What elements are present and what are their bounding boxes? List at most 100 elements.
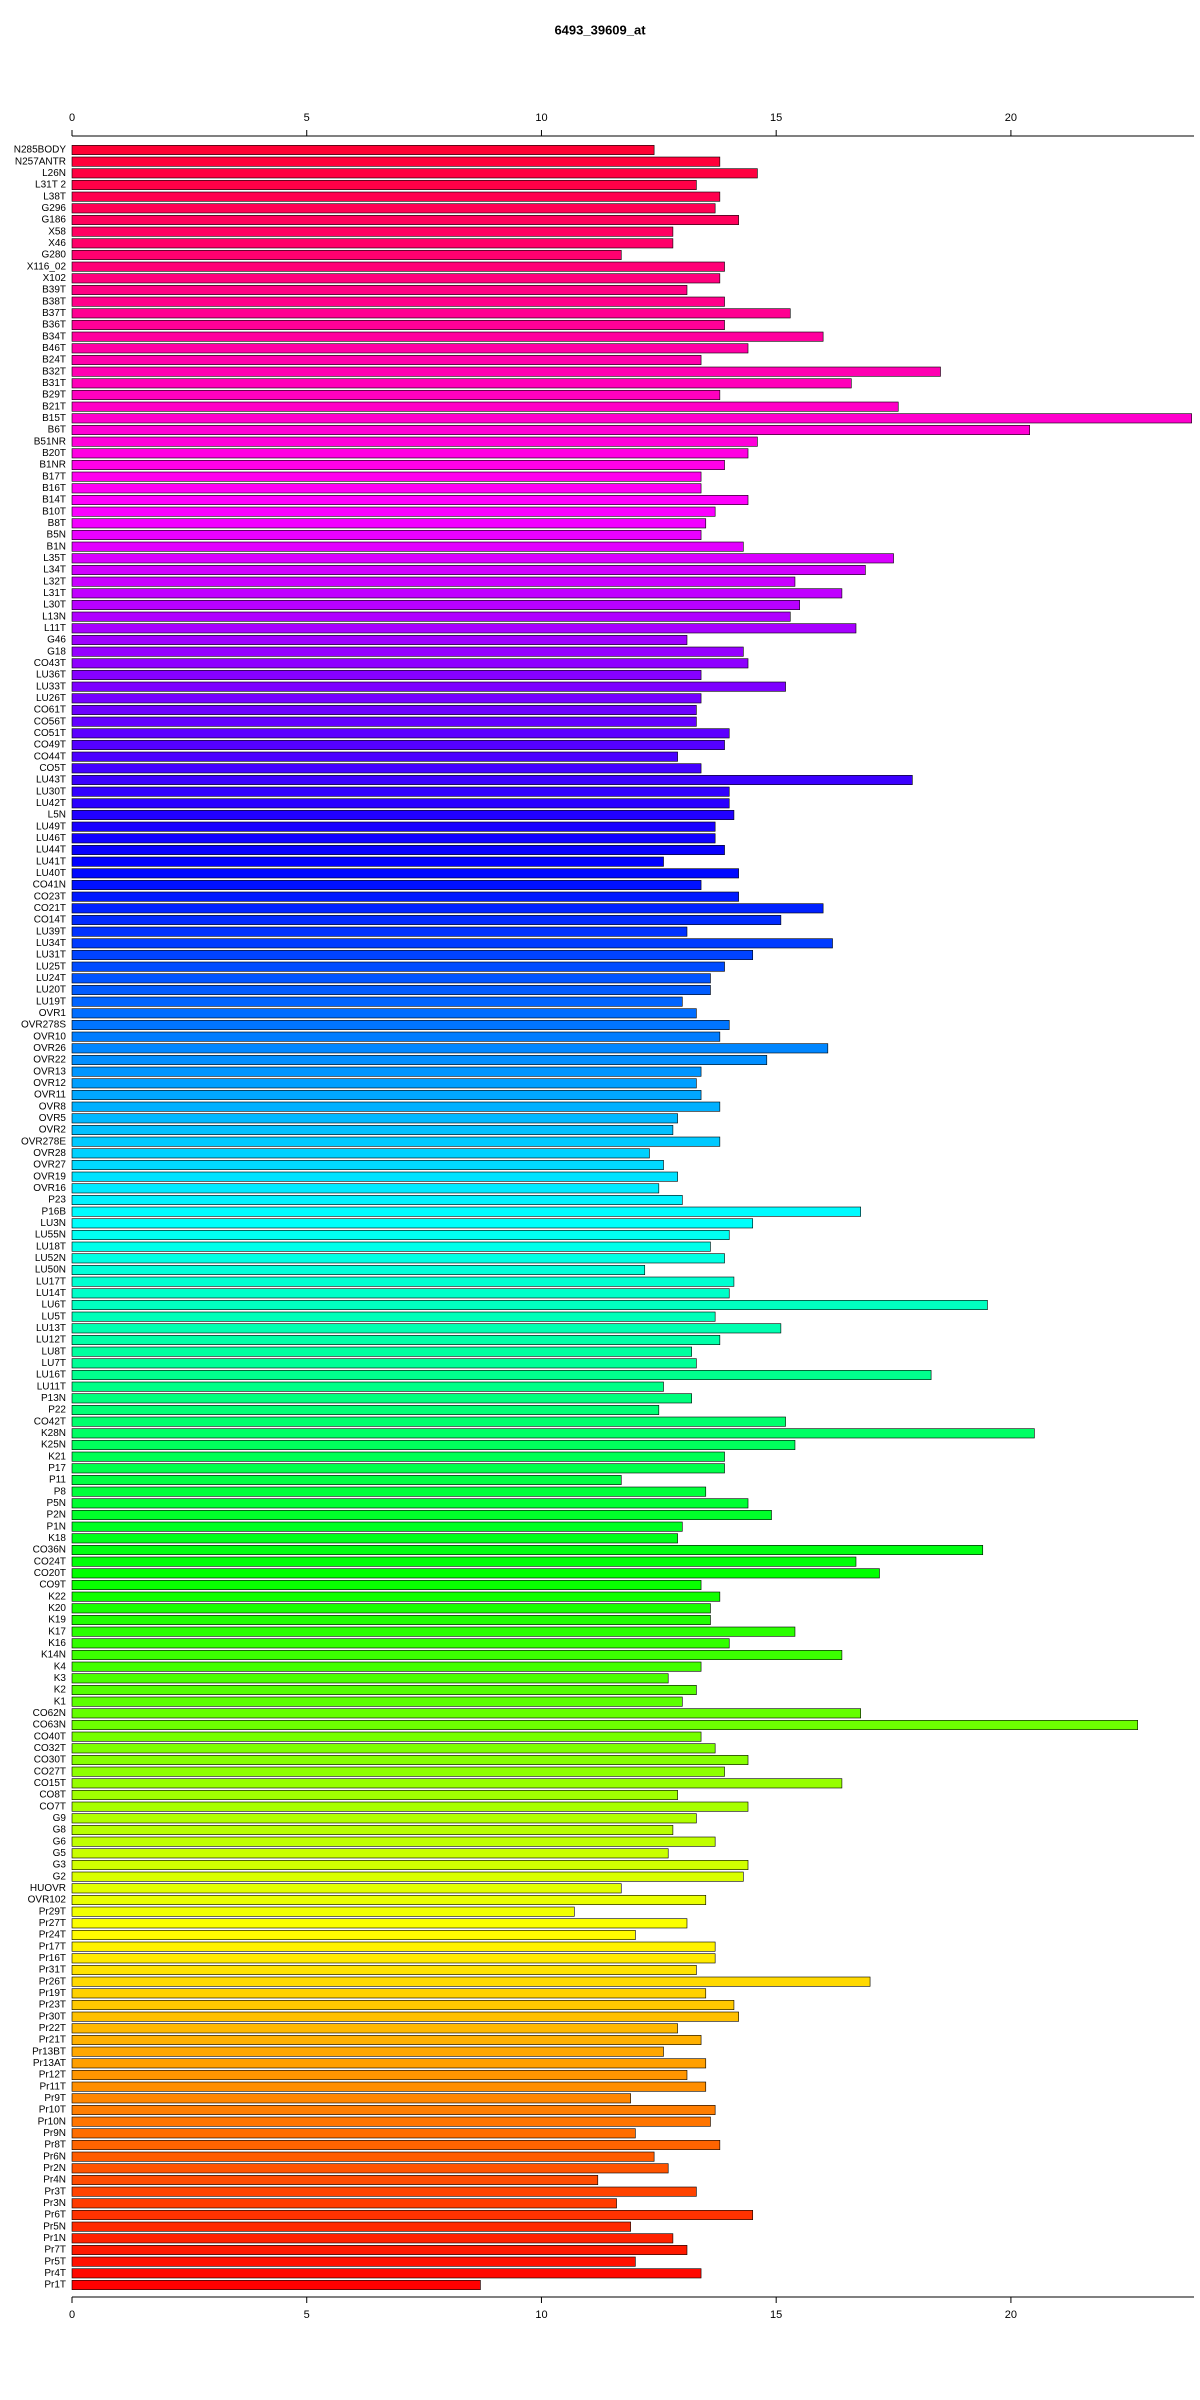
bar bbox=[71, 331, 824, 342]
y-tick-label: OVR5 bbox=[39, 1113, 67, 1124]
bar bbox=[71, 1696, 683, 1707]
bar bbox=[71, 401, 899, 412]
y-tick-label: G18 bbox=[47, 646, 66, 657]
bar bbox=[71, 1486, 707, 1497]
bar bbox=[71, 1591, 721, 1602]
y-tick-label: CO63N bbox=[33, 1720, 66, 1731]
bar bbox=[71, 1346, 692, 1357]
y-tick-label: CO24T bbox=[34, 1556, 66, 1567]
bar bbox=[71, 2070, 688, 2080]
y-tick-label: G8 bbox=[53, 1825, 67, 1836]
bar bbox=[71, 1813, 697, 1824]
y-tick-label: LU42T bbox=[36, 798, 66, 809]
y-tick-label: K3 bbox=[54, 1673, 67, 1684]
bar bbox=[71, 1381, 664, 1392]
bar bbox=[71, 1160, 664, 1170]
bar bbox=[71, 891, 739, 902]
bar bbox=[71, 238, 674, 249]
bar bbox=[71, 880, 702, 890]
bar bbox=[71, 1055, 768, 1065]
bar bbox=[71, 833, 716, 844]
bar bbox=[71, 1031, 721, 1042]
y-tick-label: P5N bbox=[47, 1498, 66, 1509]
y-tick-label: K4 bbox=[54, 1661, 67, 1672]
x-tick-label: 15 bbox=[770, 2309, 782, 2321]
bar bbox=[71, 2151, 655, 2162]
bar bbox=[71, 728, 730, 739]
bar bbox=[71, 541, 744, 552]
bar bbox=[71, 623, 857, 634]
bar bbox=[71, 1743, 716, 1754]
y-tick-label: X58 bbox=[48, 226, 66, 237]
bar bbox=[71, 1638, 730, 1649]
y-tick-label: LU5T bbox=[42, 1311, 66, 1322]
bar bbox=[71, 1673, 669, 1684]
y-tick-label: OVR12 bbox=[33, 1078, 66, 1089]
y-tick-label: Pr26T bbox=[39, 1976, 66, 1987]
bar bbox=[71, 1720, 1138, 1730]
bar bbox=[71, 1941, 716, 1952]
x-tick-label: 15 bbox=[770, 112, 782, 124]
y-tick-label: K1 bbox=[54, 1696, 67, 1707]
bar bbox=[71, 191, 721, 202]
bar bbox=[71, 1860, 749, 1870]
bar bbox=[71, 1685, 697, 1695]
bar bbox=[71, 390, 721, 400]
bar bbox=[71, 985, 711, 995]
bar bbox=[71, 1136, 721, 1147]
y-tick-label: L5N bbox=[48, 810, 66, 821]
bar bbox=[71, 1288, 730, 1299]
bar bbox=[71, 145, 655, 155]
bar bbox=[71, 1463, 725, 1474]
bar bbox=[71, 1521, 683, 1532]
bar bbox=[71, 285, 688, 295]
y-tick-label: K21 bbox=[48, 1451, 66, 1462]
bar bbox=[71, 1405, 660, 1415]
bar bbox=[71, 425, 1030, 435]
bar bbox=[71, 1580, 702, 1590]
bar bbox=[71, 1043, 829, 1054]
y-tick-label: CO40T bbox=[34, 1731, 66, 1742]
bar bbox=[71, 1556, 857, 1567]
bar bbox=[71, 1790, 678, 1800]
y-tick-label: Pr8T bbox=[44, 2140, 66, 2151]
y-tick-label: L31T 2 bbox=[35, 180, 66, 191]
bar bbox=[71, 1825, 674, 1835]
y-tick-label: LU16T bbox=[36, 1370, 66, 1381]
y-tick-label: CO20T bbox=[34, 1568, 66, 1579]
bar bbox=[71, 1801, 749, 1812]
bar bbox=[71, 1101, 721, 1112]
y-tick-label: Pr2N bbox=[43, 2163, 66, 2174]
bar bbox=[71, 2058, 707, 2069]
y-tick-label: CO32T bbox=[34, 1743, 66, 1754]
y-tick-label: OVR22 bbox=[33, 1055, 66, 1066]
y-tick-label: L31T bbox=[43, 588, 66, 599]
bar bbox=[71, 1078, 697, 1089]
bar bbox=[71, 226, 674, 237]
y-tick-label: LU20T bbox=[36, 985, 66, 996]
y-tick-label: Pr13AT bbox=[33, 2058, 66, 2069]
y-tick-label: LU44T bbox=[36, 845, 66, 856]
y-tick-label: B34T bbox=[42, 331, 66, 342]
y-tick-label: P1N bbox=[47, 1521, 66, 1532]
y-tick-label: CO21T bbox=[34, 903, 66, 914]
bar bbox=[71, 436, 758, 447]
bar bbox=[71, 565, 866, 575]
y-tick-label: HUOVR bbox=[30, 1883, 66, 1894]
y-tick-label: LU41T bbox=[36, 856, 66, 867]
x-tick-label: 5 bbox=[304, 112, 310, 124]
bar bbox=[71, 576, 796, 587]
y-tick-label: B36T bbox=[42, 320, 66, 331]
y-tick-label: CO41N bbox=[33, 880, 66, 891]
y-tick-label: LU46T bbox=[36, 833, 66, 844]
y-tick-label: LU7T bbox=[42, 1358, 66, 1369]
bar bbox=[71, 810, 735, 820]
y-tick-label: P2N bbox=[47, 1510, 66, 1521]
bar bbox=[71, 1206, 861, 1217]
y-tick-label: K22 bbox=[48, 1591, 66, 1602]
bar bbox=[71, 1650, 843, 1660]
bar bbox=[71, 635, 688, 645]
y-tick-label: Pr23T bbox=[39, 2000, 66, 2011]
y-tick-label: X116_02 bbox=[27, 261, 67, 272]
